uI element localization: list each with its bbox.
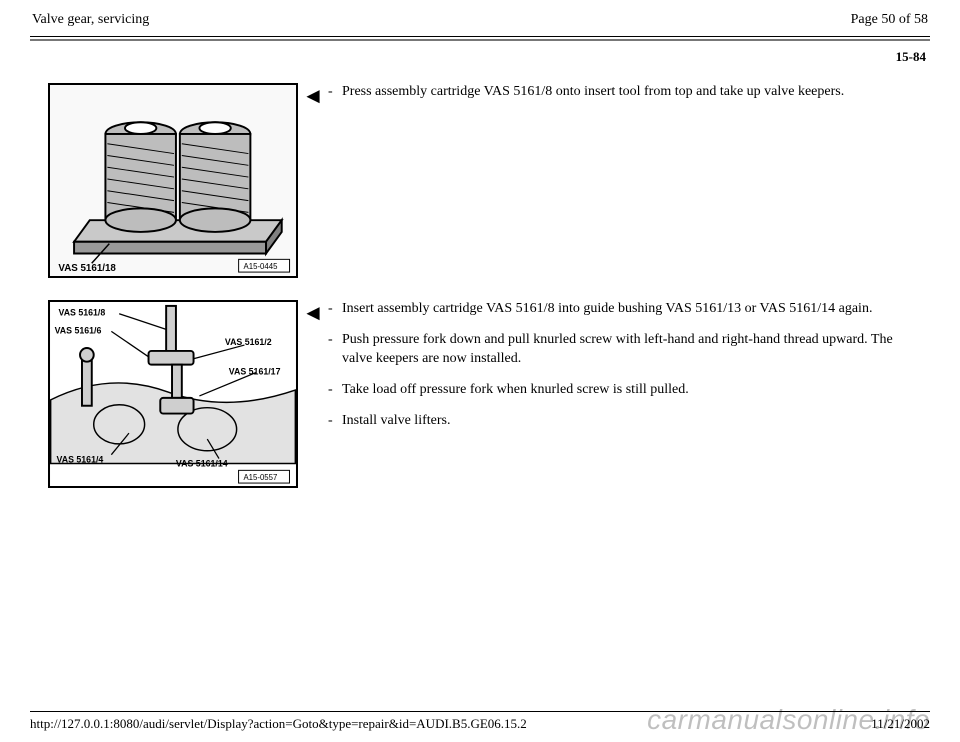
fig2-callout: VAS 5161/17 [229,366,281,376]
step-text: Install valve lifters. [342,412,902,431]
content-block-1: VAS 5161/18 A15-0445 ◄ - Press assembly … [30,83,930,278]
footer-date: 11/21/2002 [871,716,930,732]
footer: http://127.0.0.1:8080/audi/servlet/Displ… [30,711,930,732]
figure-cartridge-plate: VAS 5161/18 A15-0445 [48,83,298,278]
steps-block-1: - Press assembly cartridge VAS 5161/8 on… [328,83,930,114]
step-text: Take load off pressure fork when knurled… [342,381,902,400]
dash-icon: - [328,83,342,102]
pointer-icon: ◄ [298,300,328,326]
header: Valve gear, servicing Page 50 of 58 [30,12,930,36]
fig2-callout: VAS 5161/2 [225,337,272,347]
fig2-callout: VAS 5161/14 [176,458,228,468]
fig2-callout: VAS 5161/8 [58,308,105,318]
fig1-caption-id: A15-0445 [244,262,279,271]
fig2-caption-id: A15-0557 [243,473,277,482]
fig2-callout: VAS 5161/6 [55,325,102,335]
step-item: - Install valve lifters. [328,412,902,431]
step-item: - Take load off pressure fork when knurl… [328,381,902,400]
page-manual: Valve gear, servicing Page 50 of 58 15-8… [0,0,960,742]
rule-thick [30,39,930,41]
content-block-2: VAS 5161/8 VAS 5161/6 VAS 5161/2 VAS 516… [30,300,930,488]
step-item: - Press assembly cartridge VAS 5161/8 on… [328,83,902,102]
step-text: Press assembly cartridge VAS 5161/8 onto… [342,83,902,102]
dash-icon: - [328,300,342,319]
doc-title: Valve gear, servicing [32,12,149,28]
page-indicator: Page 50 of 58 [851,12,928,28]
pointer-icon: ◄ [298,83,328,109]
footer-url: http://127.0.0.1:8080/audi/servlet/Displ… [30,716,527,732]
dash-icon: - [328,331,342,369]
step-text: Insert assembly cartridge VAS 5161/8 int… [342,300,902,319]
step-item: - Push pressure fork down and pull knurl… [328,331,902,369]
step-text: Push pressure fork down and pull knurled… [342,331,902,369]
fig1-label: VAS 5161/18 [58,263,116,274]
step-item: - Insert assembly cartridge VAS 5161/8 i… [328,300,902,319]
dash-icon: - [328,412,342,431]
local-page-number: 15-84 [30,49,930,65]
dash-icon: - [328,381,342,400]
fig2-callout: VAS 5161/4 [57,455,104,465]
figure-engine-tools: VAS 5161/8 VAS 5161/6 VAS 5161/2 VAS 516… [48,300,298,488]
rule-thin [30,36,930,37]
steps-block-2: - Insert assembly cartridge VAS 5161/8 i… [328,300,930,442]
